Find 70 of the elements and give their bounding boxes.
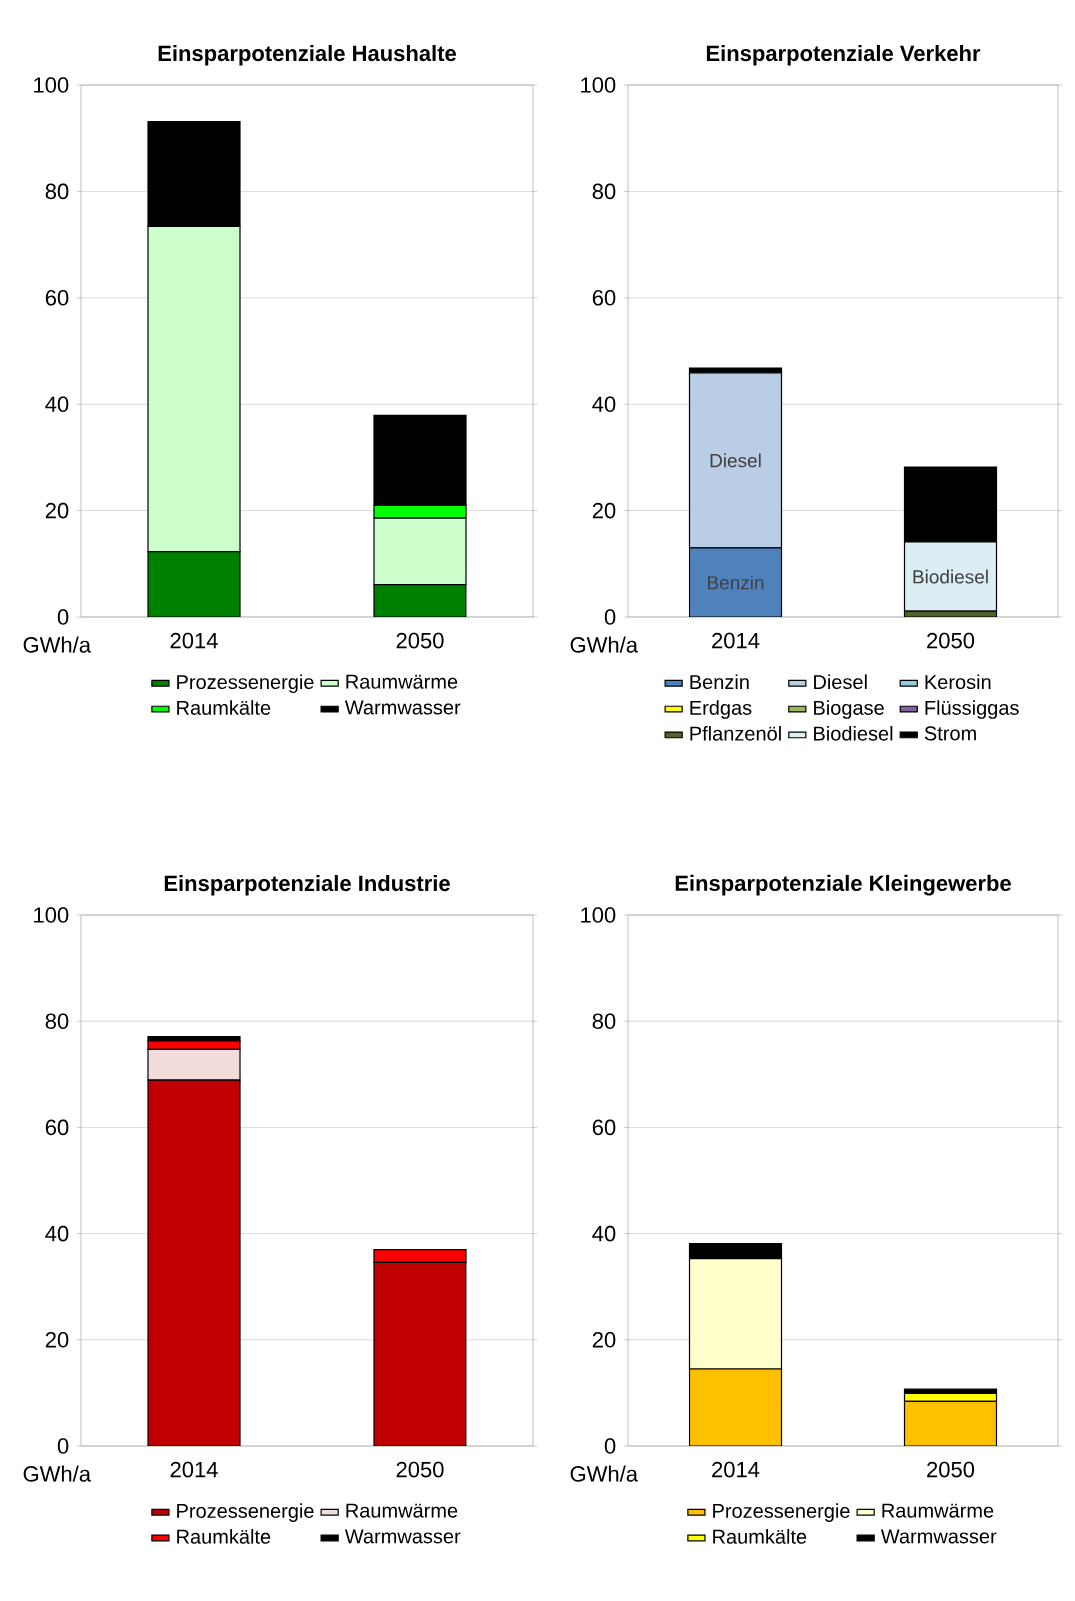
legend-label: Raumwärme — [882, 1503, 994, 1518]
x-tick-label: 2050 — [927, 1461, 975, 1478]
y-tick-label: 80 — [45, 1013, 69, 1030]
y-tick-label: 20 — [592, 1332, 616, 1348]
y-tick-label: 20 — [592, 502, 616, 519]
legend-label: Raumkälte — [713, 1529, 807, 1544]
annotation: Diesel — [710, 453, 761, 468]
x-tick-label: 2014 — [712, 1461, 760, 1478]
y-tick-label: 0 — [57, 1438, 69, 1454]
y-tick-label: 40 — [45, 1225, 69, 1242]
legend-label: Biodiesel — [814, 726, 893, 741]
legend-label: Erdgas — [690, 700, 752, 719]
bar — [688, 1368, 783, 1447]
x-tick-label: 2014 — [170, 1461, 218, 1478]
y-tick-label: 60 — [592, 290, 616, 306]
legend-label: Prozessenergie — [177, 1503, 314, 1522]
y-tick-label: 80 — [592, 1013, 616, 1030]
y-tick-label: 100 — [581, 907, 616, 923]
legend-label: Prozessenergie — [177, 674, 314, 694]
legend-label: Raumkälte — [177, 700, 271, 715]
annotation: Biodiesel — [913, 569, 988, 584]
chart-title: Einsparpotenziale Haushalte — [158, 44, 456, 66]
legend-label: Kerosin — [925, 674, 991, 690]
y-tick-label: 40 — [45, 396, 69, 412]
y-tick-label: 0 — [604, 609, 616, 625]
x-tick-label: 2014 — [170, 632, 218, 649]
y-tick-label: 80 — [592, 183, 616, 200]
y-tick-label: 0 — [604, 1438, 616, 1454]
legend-label: Warmwasser — [880, 1529, 997, 1544]
legend-label: Biogase — [814, 700, 884, 719]
x-tick-label: 2050 — [396, 632, 444, 649]
chart-title: Einsparpotenziale Verkehr — [706, 44, 981, 66]
y-tick-label: 60 — [45, 290, 69, 306]
chart-title: Einsparpotenziale Industrie — [164, 874, 450, 896]
x-tick-label: 2050 — [396, 1461, 444, 1478]
x-tick-label: 2050 — [927, 632, 975, 649]
legend-label: Strom — [924, 726, 976, 741]
chart-title: Einsparpotenziale Kleingewerbe — [675, 874, 1011, 896]
x-tick-label: 2014 — [712, 632, 760, 649]
legend-label: Prozessenergie — [713, 1503, 850, 1522]
bar — [147, 550, 241, 618]
y-tick-label: 20 — [45, 502, 69, 519]
legend-label: Warmwasser — [344, 700, 461, 715]
annotation: Benzin — [708, 575, 764, 590]
y-tick-label: 80 — [45, 183, 69, 200]
legend-label: Warmwasser — [344, 1529, 461, 1544]
legend-label: Benzin — [690, 674, 749, 690]
y-tick-label: 20 — [45, 1332, 69, 1348]
legend-label: Flüssiggas — [925, 700, 1019, 719]
y-tick-label: 100 — [581, 77, 616, 93]
y-axis-title: GWh/a — [23, 636, 91, 653]
y-axis-title: GWh/a — [570, 636, 638, 653]
y-tick-label: 100 — [34, 77, 69, 93]
legend-label: Raumwärme — [346, 1503, 458, 1518]
y-tick-label: 0 — [57, 609, 69, 625]
y-tick-label: 100 — [34, 907, 69, 923]
bar — [373, 1261, 467, 1447]
legend-label: Raumkälte — [177, 1529, 271, 1544]
y-axis-title: GWh/a — [23, 1465, 91, 1482]
y-tick-label: 40 — [592, 396, 616, 412]
bar — [903, 1400, 998, 1447]
legend-label: Raumwärme — [346, 674, 458, 689]
y-tick-label: 60 — [592, 1119, 616, 1136]
bar — [373, 583, 467, 618]
legend-label: Diesel — [814, 674, 867, 690]
bar — [147, 1079, 241, 1447]
y-tick-label: 60 — [45, 1119, 69, 1136]
y-tick-label: 40 — [592, 1225, 616, 1242]
legend-label: Pflanzenöl — [690, 726, 781, 741]
y-axis-title: GWh/a — [570, 1465, 638, 1482]
